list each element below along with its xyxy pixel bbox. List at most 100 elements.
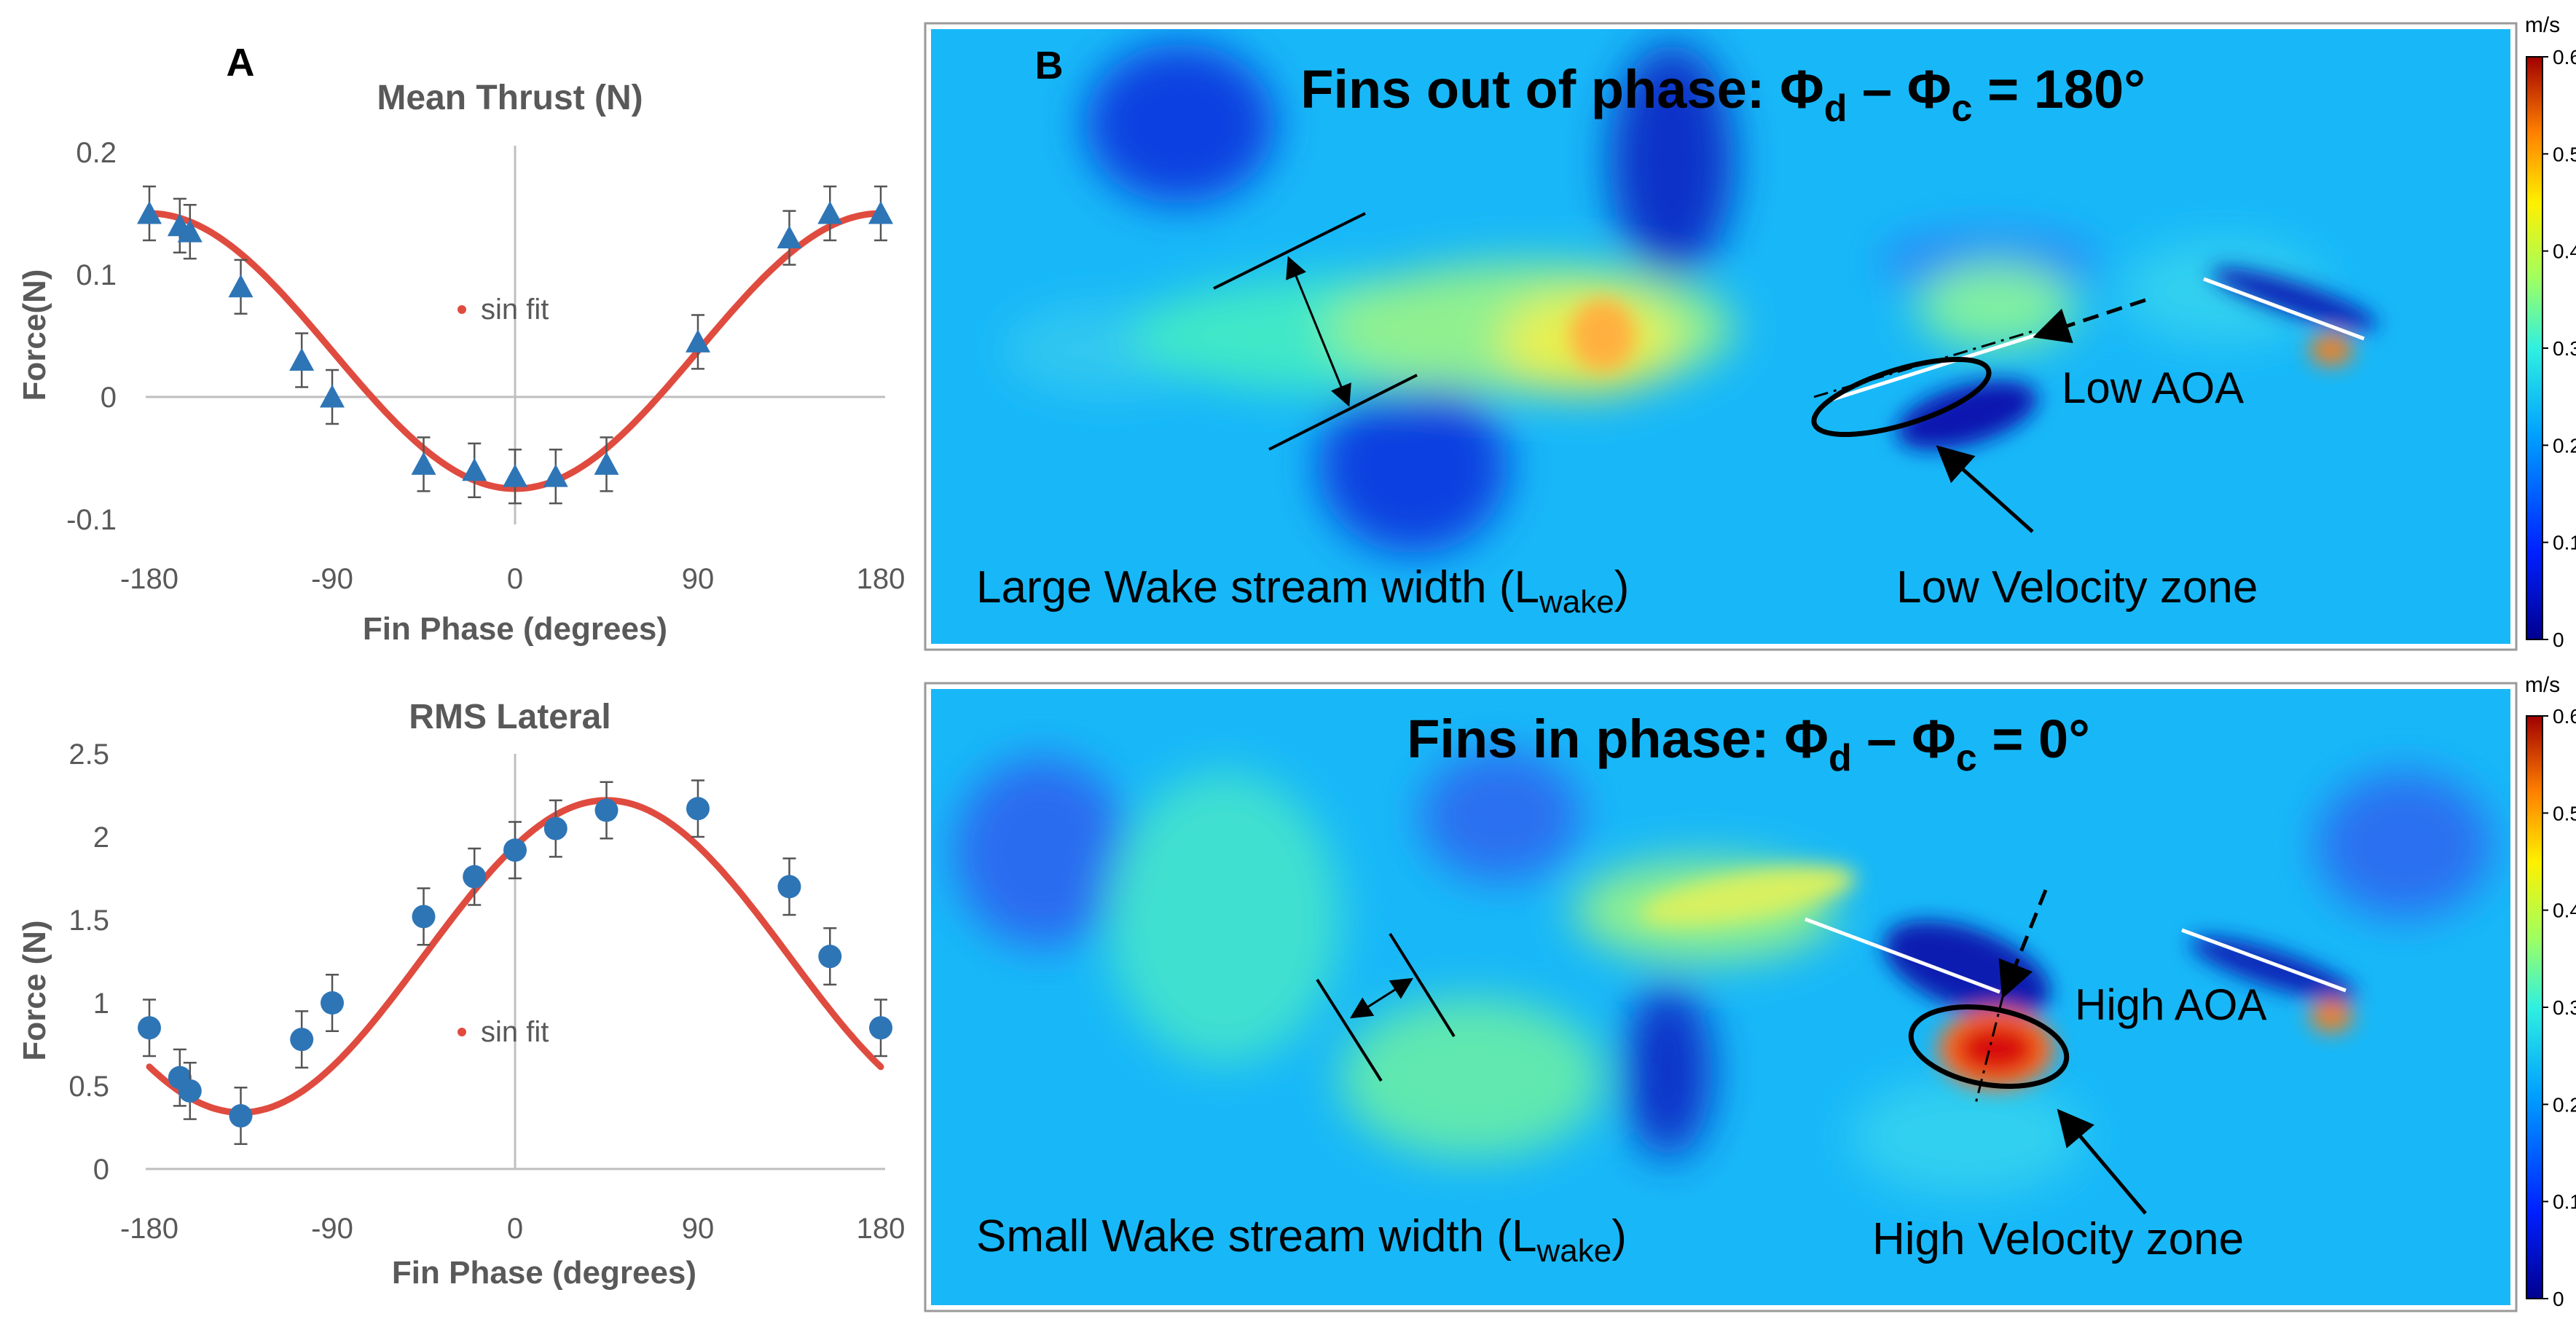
colorbar-tick-label: 0.1 xyxy=(2553,1191,2576,1213)
colorbar-top: m/s 0 0.1 0.2 0.3 0.4 0.5 0.6 xyxy=(2525,13,2576,651)
bottom-wake-bar-right xyxy=(1389,932,1456,1038)
colorbar-bottom-scale xyxy=(2526,715,2543,1299)
bottom-zone-label: High Velocity zone xyxy=(1872,1214,2244,1264)
bottom-fin-flow-dashed xyxy=(1998,889,2048,999)
top-zone-pointer-arrow xyxy=(1936,445,2034,533)
data-point xyxy=(177,219,203,243)
data-point xyxy=(817,201,843,224)
panel-rms-lateral: RMS Lateral 0 0.5 1 1.5 2 2.5 -180 -90 0… xyxy=(17,698,905,1291)
thrust-ytick-label: -0.1 xyxy=(66,504,117,536)
rms-xtick-label: -90 xyxy=(311,1213,353,1245)
thrust-ytick-label: 0.1 xyxy=(76,259,117,291)
thrust-ytick-label: 0 xyxy=(101,382,117,414)
data-point xyxy=(137,201,162,224)
data-point xyxy=(320,385,345,408)
rms-xtick-label: -180 xyxy=(120,1213,178,1245)
bottom-aoa-label: High AOA xyxy=(2075,980,2266,1029)
thrust-ytick-label: 0.2 xyxy=(76,137,117,169)
top-fin-front xyxy=(2203,277,2365,341)
data-point xyxy=(686,329,710,353)
rms-y-axis-label: Force (N) xyxy=(17,920,52,1060)
rms-xtick-label: 0 xyxy=(507,1213,523,1245)
colorbar-tick-label: 0 xyxy=(2553,629,2564,651)
data-point xyxy=(543,464,568,487)
data-point xyxy=(138,1016,161,1040)
data-point xyxy=(178,1079,202,1103)
data-point xyxy=(503,838,527,862)
rms-xtick-label: 90 xyxy=(682,1213,715,1245)
data-point xyxy=(228,274,254,298)
colorbar-bottom-ticks: 0 0.1 0.2 0.3 0.4 0.5 0.6 xyxy=(2542,705,2576,1310)
field-bottom-border xyxy=(924,682,2518,1312)
rms-x-tick-labels: -180 -90 0 90 180 xyxy=(120,1213,905,1245)
colorbar-tick-label: 0.6 xyxy=(2553,705,2576,728)
data-point xyxy=(818,945,842,969)
data-point xyxy=(290,1028,314,1052)
colorbar-tick-label: 0.5 xyxy=(2553,143,2576,165)
bottom-wake-label: Small Wake stream width (Lwake) xyxy=(976,1211,1627,1269)
top-wake-bar-upper xyxy=(1213,212,1366,290)
thrust-xtick-label: -90 xyxy=(311,563,353,595)
colorbar-tick-label: 0.4 xyxy=(2553,240,2576,263)
data-point xyxy=(412,905,436,929)
thrust-legend-label: sin fit xyxy=(481,294,549,326)
colorbar-bottom-unit: m/s xyxy=(2525,673,2560,697)
top-fin-rear xyxy=(1828,333,2037,403)
data-point xyxy=(777,225,802,249)
rms-y-tick-labels: 0 0.5 1 1.5 2 2.5 xyxy=(68,739,109,1186)
top-wake-bar-lower xyxy=(1268,374,1418,451)
thrust-legend-marker xyxy=(458,305,466,314)
thrust-xtick-label: 0 xyxy=(507,563,523,595)
panel-b-letter: B xyxy=(1035,44,1064,87)
top-zone-label: Low Velocity zone xyxy=(1896,562,2258,613)
data-point xyxy=(289,347,315,371)
rms-legend-marker xyxy=(458,1028,466,1036)
bottom-fin-rear xyxy=(1805,917,2000,994)
field-top-title: Fins out of phase: Φd – Φc = 180° xyxy=(1300,59,2145,130)
data-point xyxy=(229,1104,253,1128)
rms-ytick-label: 1 xyxy=(93,988,109,1020)
data-point xyxy=(503,464,527,487)
data-point xyxy=(462,457,487,481)
rms-legend-label: sin fit xyxy=(481,1016,549,1048)
colorbar-bottom: m/s 0 0.1 0.2 0.3 0.4 0.5 0.6 xyxy=(2525,673,2576,1310)
data-point xyxy=(868,201,893,224)
colorbar-tick-label: 0.1 xyxy=(2553,532,2576,554)
colorbar-tick-label: 0 xyxy=(2553,1288,2564,1310)
field-bottom-velocity-map xyxy=(931,689,2510,1305)
bottom-high-velocity-ellipse xyxy=(1908,1004,2070,1090)
data-point xyxy=(543,816,568,840)
rms-x-axis-label: Fin Phase (degrees) xyxy=(392,1255,696,1291)
top-low-velocity-ellipse xyxy=(1811,356,1992,438)
colorbar-tick-label: 0.3 xyxy=(2553,996,2576,1019)
panel-a-letter: A xyxy=(227,41,255,84)
rms-ytick-label: 0.5 xyxy=(68,1071,109,1103)
data-point xyxy=(594,798,619,822)
rms-xtick-label: 180 xyxy=(857,1213,906,1245)
field-bottom-title: Fins in phase: Φd – Φc = 0° xyxy=(1407,709,2090,779)
data-point xyxy=(777,875,801,899)
top-wake-width-arrow xyxy=(1286,256,1351,407)
colorbar-tick-label: 0.5 xyxy=(2553,802,2576,824)
data-point xyxy=(594,452,619,475)
panel-mean-thrust: A Mean Thrust (N) -0.1 0 0.1 0.2 -180 -9… xyxy=(17,41,905,647)
data-point xyxy=(686,797,710,821)
data-point xyxy=(411,452,436,475)
colorbar-top-scale xyxy=(2526,56,2543,640)
rms-points-layer xyxy=(138,779,892,1146)
rms-ytick-label: 0 xyxy=(93,1154,109,1186)
field-top: B Fins out of phase: Φd – Φc = 180° Larg… xyxy=(924,22,2518,651)
top-fin-flow-dashed xyxy=(2033,298,2146,344)
field-top-border xyxy=(924,22,2518,651)
thrust-x-tick-labels: -180 -90 0 90 180 xyxy=(120,563,905,595)
colorbar-top-unit: m/s xyxy=(2525,13,2560,37)
data-point xyxy=(463,865,487,889)
bottom-fin-front xyxy=(2181,928,2347,993)
thrust-xtick-label: -180 xyxy=(120,563,178,595)
colorbar-tick-label: 0.3 xyxy=(2553,337,2576,360)
rms-chart-title: RMS Lateral xyxy=(409,698,610,736)
thrust-legend: sin fit xyxy=(458,294,549,326)
colorbar-tick-label: 0.2 xyxy=(2553,1093,2576,1116)
rms-ytick-label: 2.5 xyxy=(68,739,109,771)
